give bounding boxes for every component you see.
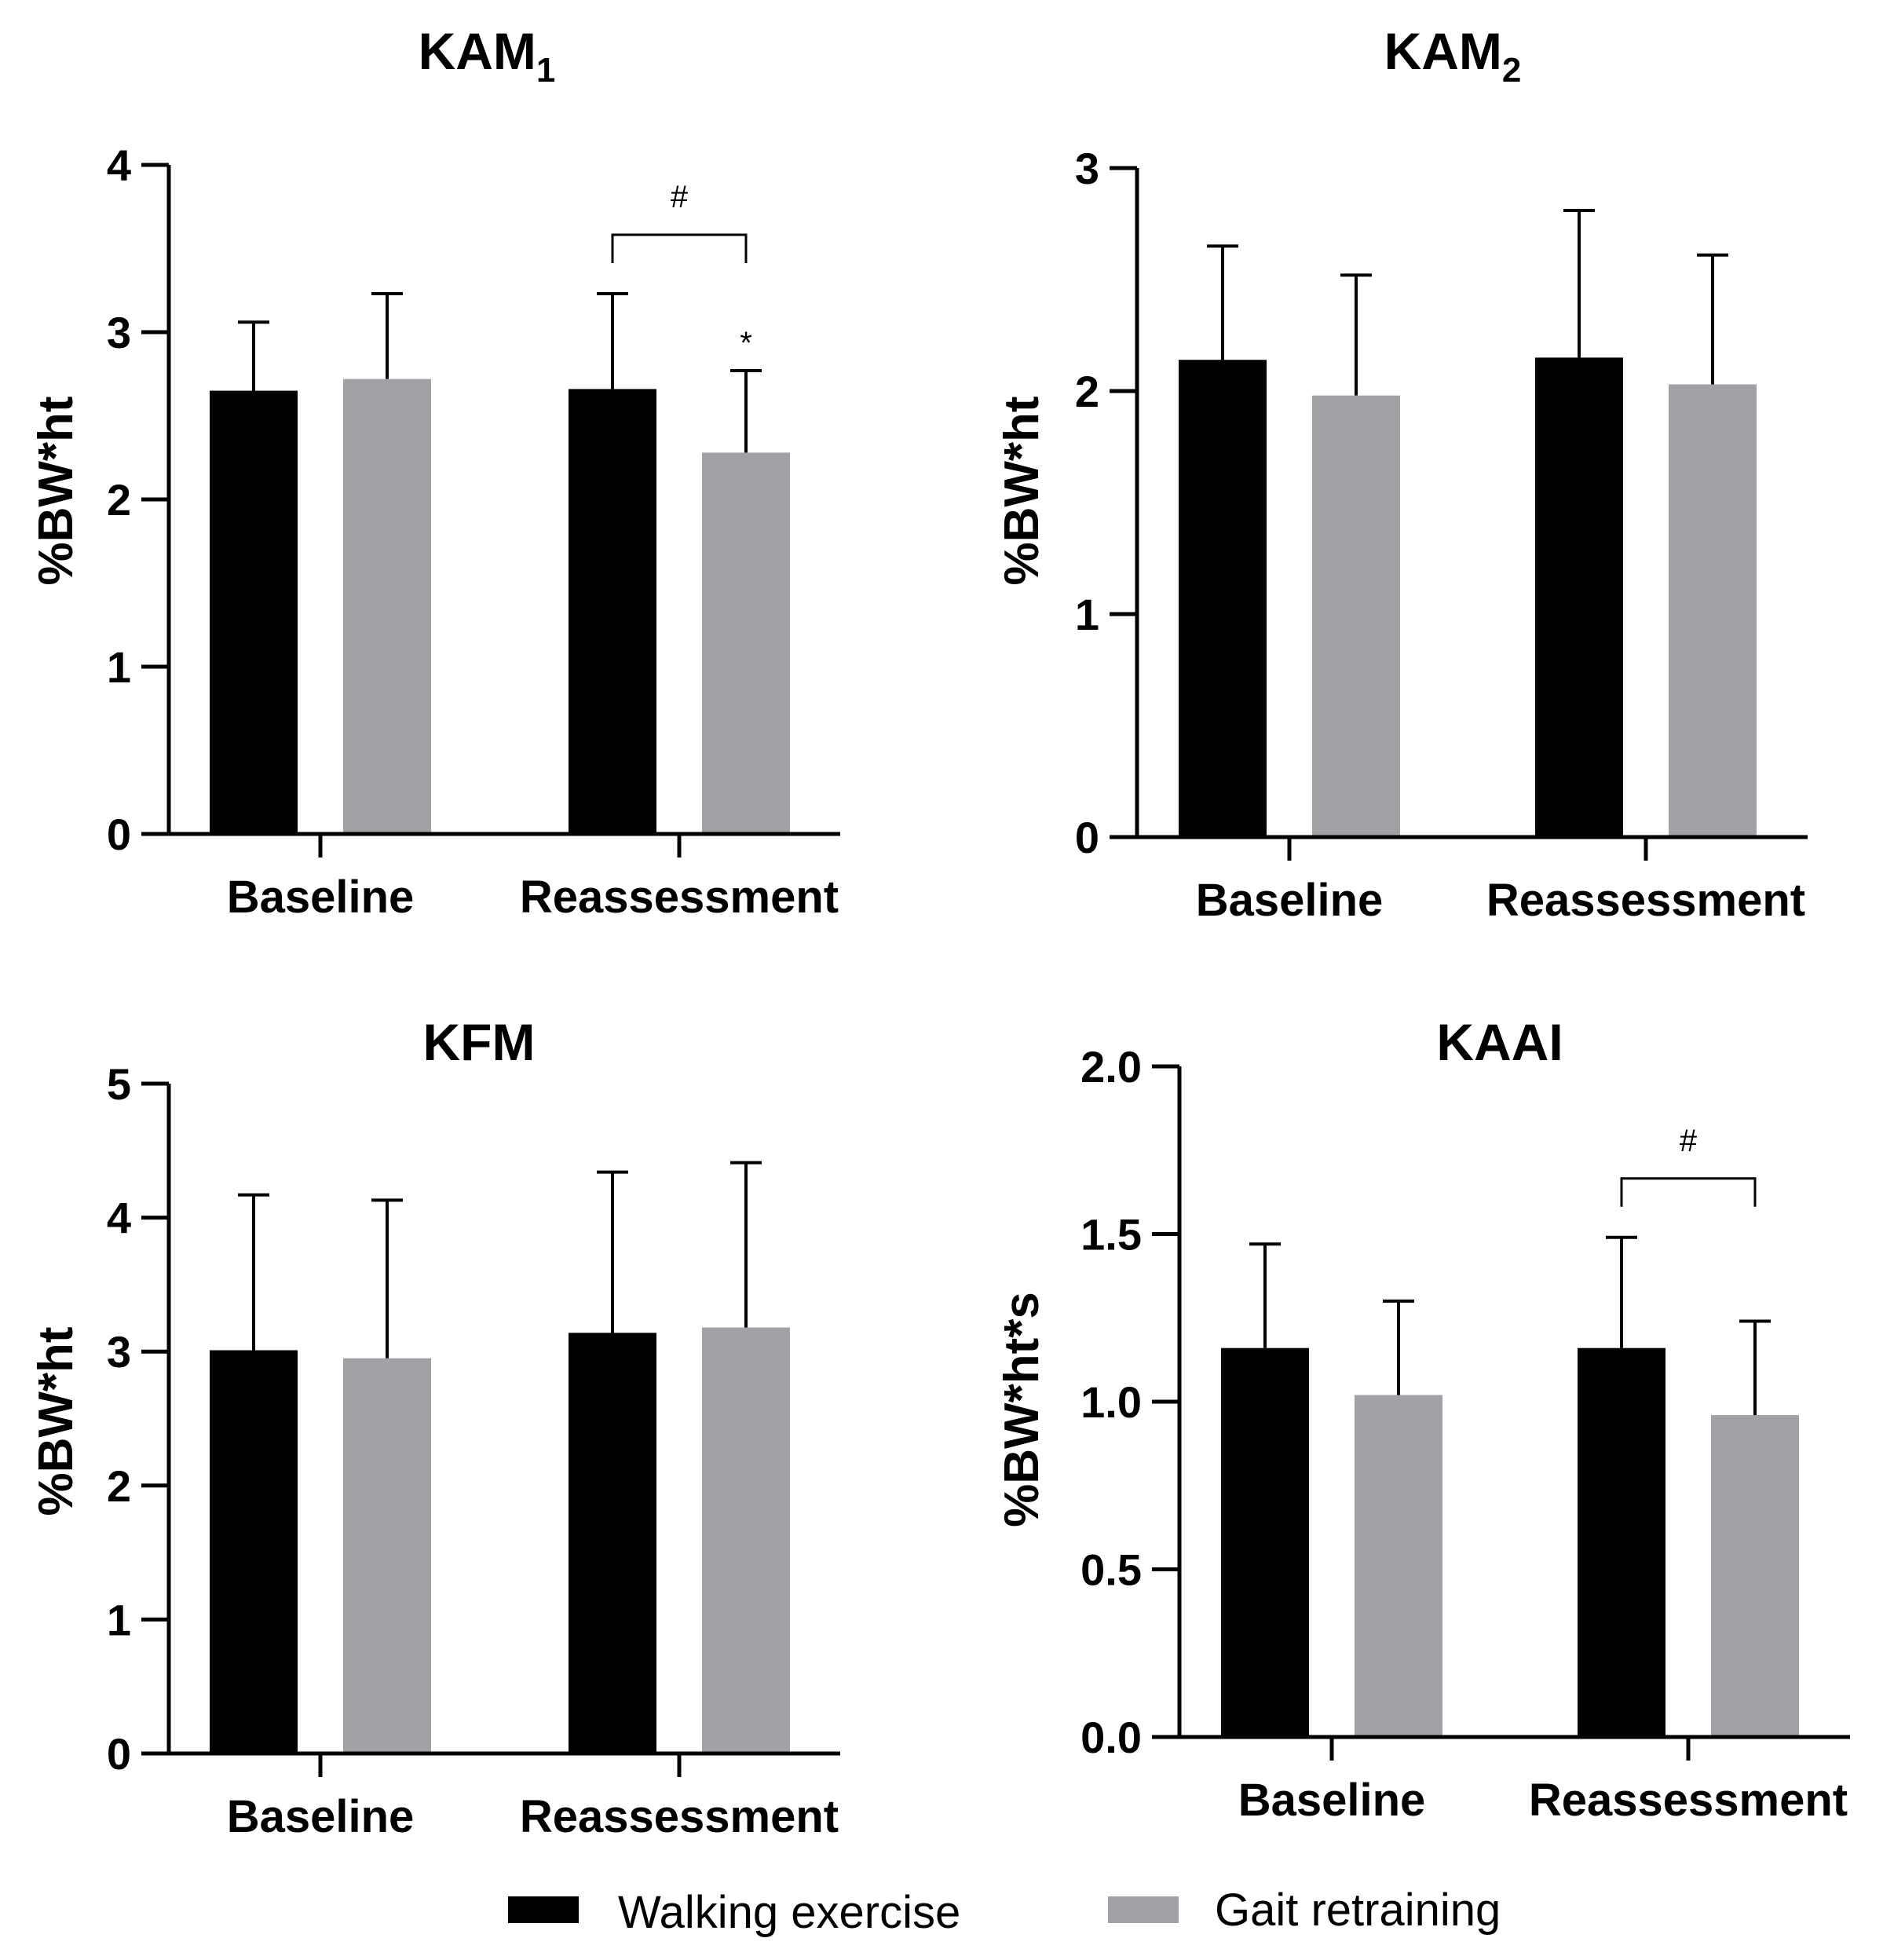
bar-walking-reassessment <box>1535 357 1623 837</box>
y-tick-label: 3 <box>107 1327 131 1377</box>
y-tick-label: 1 <box>1075 590 1099 639</box>
chart-title: KAAI <box>1436 1013 1563 1071</box>
y-tick-label: 2 <box>107 1461 131 1511</box>
bar-walking-baseline <box>210 390 298 834</box>
bar-walking-baseline <box>1221 1348 1309 1737</box>
x-category-label-baseline: Baseline <box>227 1791 415 1842</box>
x-category-label-baseline: Baseline <box>227 872 415 923</box>
significance-bracket <box>1620 1177 1757 1207</box>
chart-title: KAM1 <box>419 22 556 90</box>
x-category-label-reassessment: Reassessment <box>1529 1775 1848 1826</box>
bar-gait-reassessment <box>702 1327 790 1753</box>
x-category-label-baseline: Baseline <box>1238 1775 1426 1826</box>
y-tick-label: 2 <box>1075 367 1099 416</box>
legend-swatch-walking <box>508 1896 579 1923</box>
legend-label-walking: Walking exercise <box>618 1887 960 1938</box>
bar-gait-reassessment <box>1669 384 1757 838</box>
bar-gait-reassessment <box>702 452 790 834</box>
y-tick-label: 3 <box>1075 144 1099 193</box>
significance-bracket <box>611 233 748 264</box>
y-tick-label: 0.5 <box>1080 1545 1142 1595</box>
chart-kam2: KAM2 %BW*ht 0 1 2 3 Baseline Reassessment <box>995 22 1808 926</box>
bar-walking-reassessment <box>1578 1348 1665 1737</box>
bar-walking-reassessment <box>569 1333 656 1753</box>
bar-gait-baseline <box>343 378 431 834</box>
significance-marker-hash: # <box>1680 1124 1698 1158</box>
bar-gait-reassessment <box>1711 1415 1799 1737</box>
chart-title: KFM <box>423 1013 536 1071</box>
bar-gait-baseline <box>1355 1395 1442 1737</box>
bar-walking-baseline <box>1179 360 1267 837</box>
legend-swatch-gait <box>1108 1896 1179 1923</box>
y-tick-label: 0 <box>107 1729 131 1779</box>
x-category-label-reassessment: Reassessment <box>520 1791 839 1842</box>
y-axis-label: %BW*ht <box>29 1326 83 1516</box>
x-category-label-baseline: Baseline <box>1196 875 1384 926</box>
x-category-label-reassessment: Reassessment <box>1486 875 1805 926</box>
legend: Walking exercise Gait retraining <box>508 1885 1501 1938</box>
bar-walking-baseline <box>210 1350 298 1753</box>
y-tick-label: 2.0 <box>1080 1042 1142 1092</box>
y-tick-label: 1 <box>107 1595 131 1644</box>
y-axis-label: %BW*ht <box>995 396 1049 585</box>
y-axis-label: %BW*ht*s <box>995 1292 1049 1527</box>
chart-kfm: KFM %BW*ht 0 1 2 3 4 5 Baseline Reassessment <box>29 1013 840 1842</box>
legend-label-gait: Gait retraining <box>1215 1885 1501 1936</box>
significance-marker-hash: # <box>671 180 689 214</box>
y-tick-label: 0 <box>1075 813 1099 862</box>
y-tick-label: 1.5 <box>1080 1210 1142 1260</box>
y-tick-label: 0 <box>107 810 131 859</box>
bar-walking-reassessment <box>569 389 656 834</box>
x-category-label-reassessment: Reassessment <box>520 872 839 923</box>
y-axis-label: %BW*ht <box>29 396 83 585</box>
chart-kam1: KAM1 %BW*ht 0 1 2 3 4 Baseline Reassessment # * <box>29 22 840 923</box>
y-tick-label: 0.0 <box>1080 1713 1142 1762</box>
chart-title: KAM2 <box>1384 22 1522 90</box>
y-tick-label: 4 <box>107 1194 131 1243</box>
chart-kaai: KAAI %BW*ht*s 0.0 0.5 1.0 1.5 2.0 Baseline Rea… <box>995 1013 1850 1826</box>
bar-gait-baseline <box>343 1358 431 1753</box>
y-tick-label: 4 <box>107 141 131 190</box>
y-tick-label: 5 <box>107 1059 131 1109</box>
significance-marker-star: * <box>740 326 752 360</box>
bar-gait-baseline <box>1312 395 1400 837</box>
y-tick-label: 3 <box>107 308 131 357</box>
y-tick-label: 1 <box>107 642 131 692</box>
y-tick-label: 2 <box>107 475 131 525</box>
y-tick-label: 1.0 <box>1080 1377 1142 1427</box>
